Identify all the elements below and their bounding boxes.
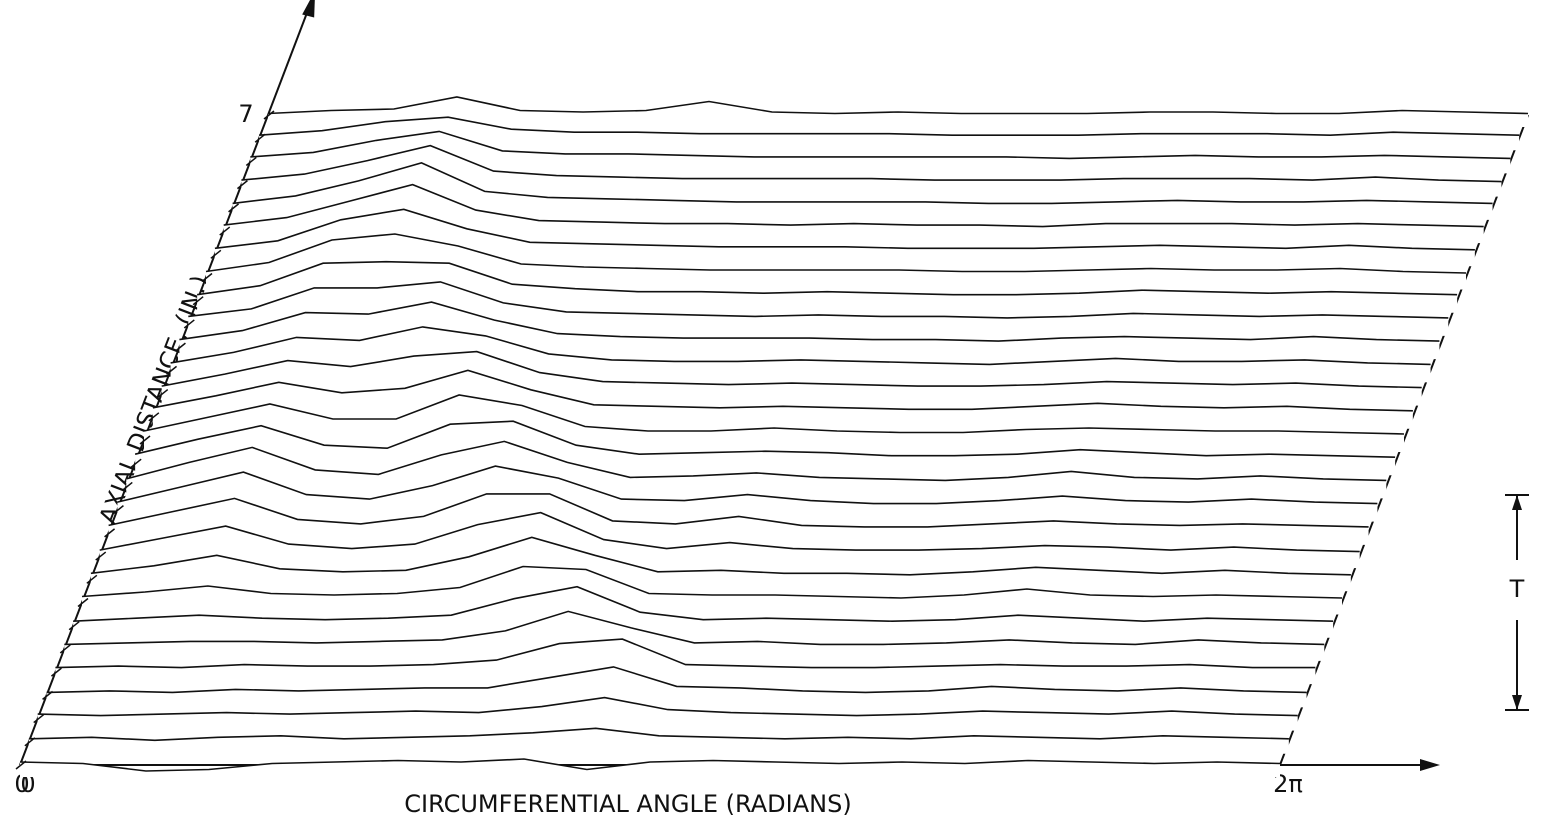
trace <box>152 369 1413 412</box>
axial-tick <box>130 458 142 468</box>
occlusion <box>241 145 1502 197</box>
trace <box>134 420 1396 458</box>
trace <box>259 116 1520 137</box>
axial-tick <box>228 203 240 213</box>
axial-tick <box>245 156 257 167</box>
occlusion <box>37 697 1298 731</box>
occlusion <box>268 97 1528 127</box>
axial-tick <box>236 180 248 190</box>
axial-tick <box>86 574 98 584</box>
axial-tick <box>50 667 62 677</box>
trace <box>37 696 1298 717</box>
trace <box>223 183 1484 228</box>
occlusion <box>64 611 1325 661</box>
trace <box>108 493 1369 528</box>
trace <box>205 233 1467 274</box>
occlusion <box>82 566 1342 615</box>
y-axis-arrow <box>302 0 315 18</box>
trace <box>143 394 1405 435</box>
axial-tick <box>148 412 160 422</box>
axial-tick <box>192 296 204 306</box>
trace <box>19 758 1281 772</box>
scale-arrow <box>1512 495 1522 510</box>
axial-tick <box>68 621 80 631</box>
axial-tick <box>174 342 186 352</box>
occlusion <box>223 184 1484 244</box>
trace <box>117 465 1378 505</box>
occlusion <box>232 162 1493 220</box>
axial-tick <box>15 760 27 770</box>
trace <box>126 440 1387 482</box>
axial-tick <box>254 133 266 143</box>
axial-tick <box>77 597 89 608</box>
trace <box>28 727 1289 742</box>
occlusion <box>55 639 1316 685</box>
occlusion <box>99 512 1360 569</box>
occlusion <box>90 537 1351 592</box>
trace <box>90 536 1351 576</box>
occlusion <box>108 493 1369 545</box>
trace <box>196 260 1458 296</box>
trace <box>99 511 1360 553</box>
trace <box>64 610 1325 646</box>
occlusion <box>73 586 1334 638</box>
occlusion <box>28 728 1289 754</box>
axial-tick <box>166 365 178 375</box>
axial-tick <box>157 388 169 399</box>
trace <box>46 666 1307 694</box>
axial-tick <box>121 481 133 492</box>
trace <box>55 638 1316 669</box>
scale-arrow <box>1512 695 1522 710</box>
axial-tick <box>183 319 195 329</box>
x-axis-arrow <box>1420 759 1440 771</box>
axial-tick <box>59 644 71 654</box>
axial-tick <box>104 528 116 538</box>
axial-tick <box>139 435 151 445</box>
occlusion <box>117 466 1378 522</box>
axial-tick <box>95 551 107 561</box>
axial-tick <box>24 737 36 747</box>
axial-tick <box>219 226 231 236</box>
occlusion <box>214 209 1475 267</box>
axial-tick <box>112 505 124 515</box>
y-tick-label: 7 <box>238 100 253 128</box>
occlusion <box>197 261 1458 313</box>
trace <box>241 144 1502 183</box>
trace <box>179 301 1440 342</box>
axial-tick <box>33 713 45 724</box>
trace <box>188 281 1449 319</box>
x-axis-label: CIRCUMFERENTIAL ANGLE (RADIANS) <box>404 790 851 818</box>
axial-tick <box>42 690 54 700</box>
trace <box>214 208 1475 251</box>
scale-label: T <box>1509 575 1525 603</box>
trace <box>73 585 1334 623</box>
trace <box>250 130 1511 160</box>
axial-tick <box>210 249 222 259</box>
axial-tick <box>263 110 275 120</box>
trace <box>170 326 1431 366</box>
trace <box>81 565 1343 599</box>
trace <box>232 162 1493 205</box>
trace <box>161 350 1422 389</box>
occlusion <box>250 131 1511 174</box>
trace <box>267 96 1529 115</box>
axial-tick <box>201 272 213 283</box>
occlusion <box>206 234 1466 290</box>
